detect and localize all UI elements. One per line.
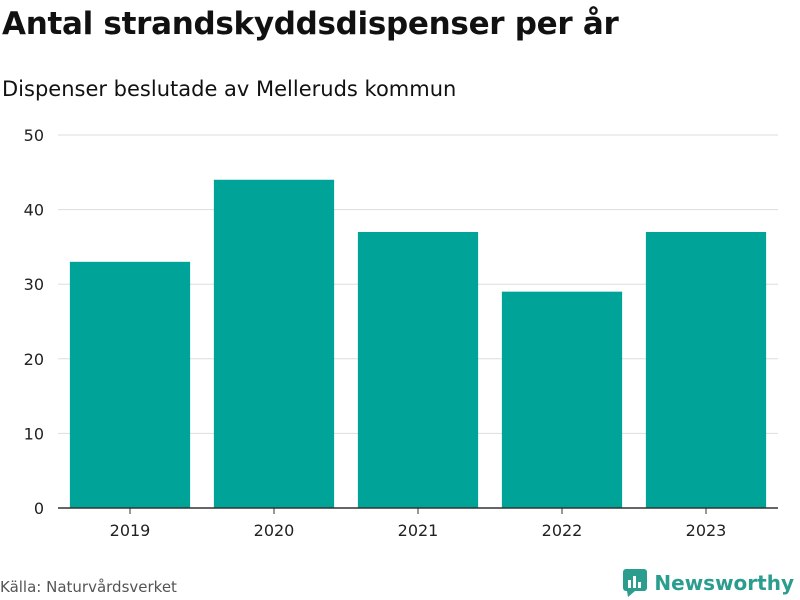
x-tick-label: 2020: [254, 521, 295, 540]
y-tick-label: 10: [24, 424, 44, 443]
y-tick-label: 40: [24, 201, 44, 220]
x-tick-label: 2023: [686, 521, 727, 540]
bar-2021: [357, 231, 479, 509]
chart-subtitle: Dispenser beslutade av Melleruds kommun: [2, 77, 457, 101]
y-tick-label: 0: [34, 499, 44, 518]
chart-title: Antal strandskyddsdispenser per år: [2, 6, 619, 42]
bar-2020: [213, 179, 335, 508]
bar-2023: [645, 231, 767, 509]
x-tick-label: 2019: [110, 521, 151, 540]
y-tick-label: 20: [24, 350, 44, 369]
newsworthy-logo-icon: [623, 569, 648, 597]
brand-name: Newsworthy: [654, 571, 794, 595]
y-tick-label: 30: [24, 275, 44, 294]
bar-2022: [501, 291, 623, 508]
x-tick-label: 2021: [398, 521, 439, 540]
brand-logo: Newsworthy: [622, 568, 794, 598]
y-tick-label: 50: [24, 126, 44, 145]
source-note: Källa: Naturvårdsverket: [0, 578, 177, 596]
bar-2019: [69, 261, 191, 508]
x-tick-label: 2022: [542, 521, 583, 540]
